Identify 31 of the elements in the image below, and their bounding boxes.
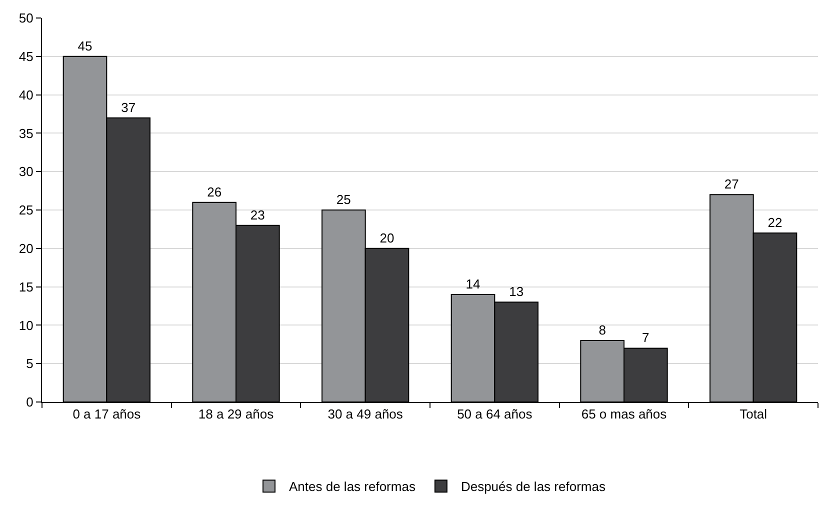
y-tick-label: 40 (18, 87, 34, 102)
y-tick-label: 10 (18, 318, 34, 333)
x-tick-label: 50 a 64 años (457, 406, 533, 422)
x-tick-label: 0 a 17 años (72, 406, 142, 422)
data-label: 13 (509, 284, 524, 300)
legend-label: Después de las reformas (460, 479, 606, 494)
data-label: 8 (598, 322, 606, 338)
y-tick-label: 30 (18, 164, 34, 180)
data-label: 37 (121, 100, 136, 115)
data-label: 25 (336, 192, 351, 207)
data-label: 20 (380, 230, 394, 246)
y-tick-label: 35 (18, 126, 34, 141)
x-tick-label: Total (740, 406, 768, 422)
x-tick-label: 30 a 49 años (328, 406, 404, 422)
data-label: 22 (768, 215, 782, 230)
y-tick-label: 20 (18, 240, 34, 256)
legend-label: Antes de las reformas (289, 479, 416, 494)
y-tick-label: 0 (26, 394, 34, 410)
y-tick-label: 25 (18, 202, 34, 218)
x-tick-label: 65 o mas años (581, 406, 668, 422)
data-label: 23 (250, 207, 265, 222)
x-tick-label: 18 a 29 años (198, 406, 274, 422)
y-tick-label: 15 (18, 279, 34, 294)
data-label: 45 (78, 38, 92, 54)
data-label: 7 (642, 330, 650, 346)
y-tick-label: 50 (18, 10, 34, 26)
data-label: 27 (724, 176, 739, 192)
data-label: 14 (466, 276, 480, 292)
y-tick-label: 5 (26, 356, 34, 372)
y-tick-label: 45 (18, 48, 34, 64)
data-label: 26 (207, 184, 222, 200)
